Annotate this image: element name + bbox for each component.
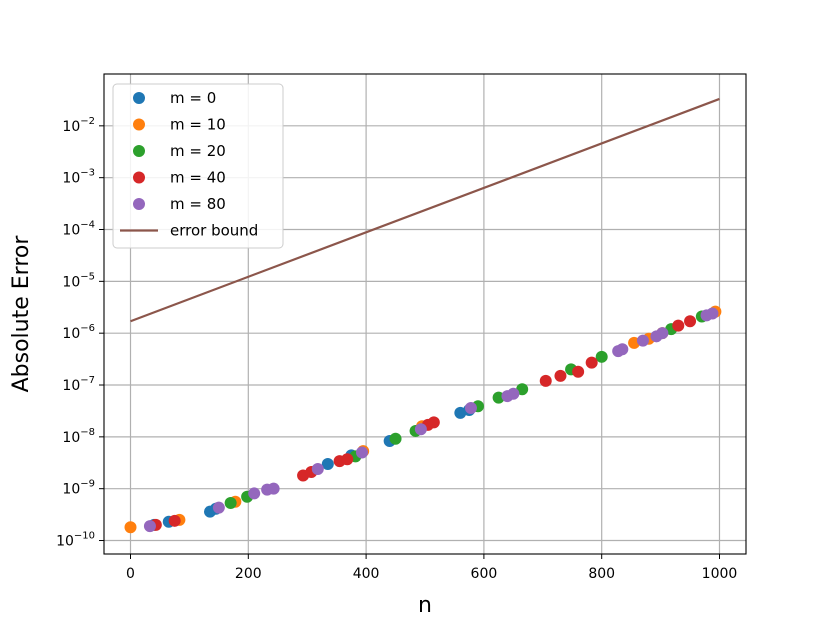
plot-frame <box>103 73 747 555</box>
data-point <box>684 315 697 328</box>
legend-marker <box>133 118 145 131</box>
data-point <box>311 462 324 475</box>
data-point <box>516 383 529 396</box>
legend-marker <box>133 92 145 104</box>
data-point <box>124 521 137 534</box>
y-tick-label: 10−10 <box>56 531 95 550</box>
legend: m = 0 m = 10 m = 20 m = 40 m = 80 error bound <box>112 83 284 249</box>
data-point <box>507 387 520 400</box>
y-tick-label: 10−8 <box>62 427 95 446</box>
data-point <box>212 501 225 514</box>
legend-label: m = 0 <box>170 89 216 107</box>
y-tick-label: 10−4 <box>62 220 95 239</box>
scatter-points-layer <box>124 305 722 534</box>
x-tick-label: 800 <box>588 566 615 582</box>
data-point <box>595 350 608 363</box>
error-bound-line <box>130 97 720 323</box>
legend-marker <box>133 145 145 157</box>
data-point <box>492 391 505 404</box>
data-point <box>616 343 629 356</box>
y-tick-label: 10−2 <box>62 116 95 135</box>
line-series-layer <box>130 97 720 323</box>
data-point <box>636 334 649 347</box>
data-point <box>267 482 280 495</box>
x-tick-label: 400 <box>353 566 380 582</box>
y-tick-label: 10−5 <box>62 271 95 290</box>
data-point <box>706 307 719 320</box>
data-point <box>464 402 477 415</box>
data-point <box>572 365 585 378</box>
data-point <box>414 423 427 436</box>
data-point <box>656 327 669 340</box>
x-axis-title: n <box>418 593 432 618</box>
data-point <box>427 416 440 429</box>
legend-label: m = 20 <box>170 142 226 160</box>
data-point <box>585 356 598 369</box>
axis-ticks: 0 200 400 600 800 1000 10−10 10−9 10−8 10−7 10−6 10… <box>56 116 737 582</box>
data-point <box>554 369 567 382</box>
legend-label: error bound <box>170 222 258 240</box>
x-tick-label: 600 <box>471 566 498 582</box>
legend-label: m = 80 <box>170 195 226 213</box>
y-tick-label: 10−3 <box>62 168 95 187</box>
legend-marker <box>133 171 145 184</box>
y-tick-label: 10−6 <box>62 323 95 342</box>
grid <box>104 74 746 554</box>
data-point <box>143 520 156 533</box>
y-axis-title: Absolute Error <box>9 235 34 393</box>
data-point <box>248 487 261 500</box>
legend-marker <box>133 198 145 210</box>
data-point <box>355 446 368 459</box>
data-point <box>321 457 334 470</box>
x-tick-label: 200 <box>235 566 262 582</box>
data-point <box>341 453 354 466</box>
x-tick-label: 0 <box>126 566 135 582</box>
x-tick-label: 1000 <box>702 566 738 582</box>
data-point <box>389 432 402 445</box>
legend-box <box>112 83 284 249</box>
data-point <box>168 514 181 527</box>
y-tick-label: 10−9 <box>62 479 95 498</box>
data-point <box>672 319 685 332</box>
legend-label: m = 40 <box>170 169 226 187</box>
data-point <box>224 496 237 509</box>
data-point <box>539 374 552 387</box>
y-tick-label: 10−7 <box>62 375 95 394</box>
legend-label: m = 10 <box>170 116 226 134</box>
